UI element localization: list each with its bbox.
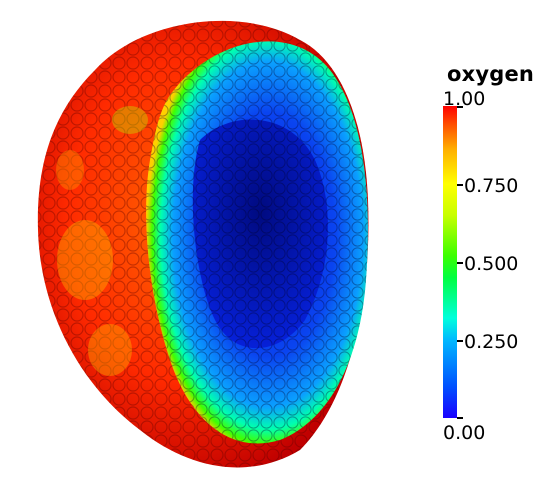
colorbar-label-max: 1.00 (443, 88, 486, 110)
colorbar-tick (457, 340, 463, 342)
colorbar-tick (457, 106, 463, 108)
colorbar-gradient (443, 106, 457, 418)
colorbar-label-0250: 0.250 (464, 331, 519, 353)
spheroid-cut-section (146, 41, 368, 444)
colorbar-label-min: 0.00 (443, 422, 486, 444)
colorbar-tick (457, 417, 463, 419)
colorbar-tick (457, 262, 463, 264)
colorbar-label-0750: 0.750 (464, 175, 519, 197)
colorbar-title: oxygen (447, 62, 535, 86)
colorbar-label-0500: 0.500 (464, 253, 519, 275)
colorbar-tick (457, 184, 463, 186)
